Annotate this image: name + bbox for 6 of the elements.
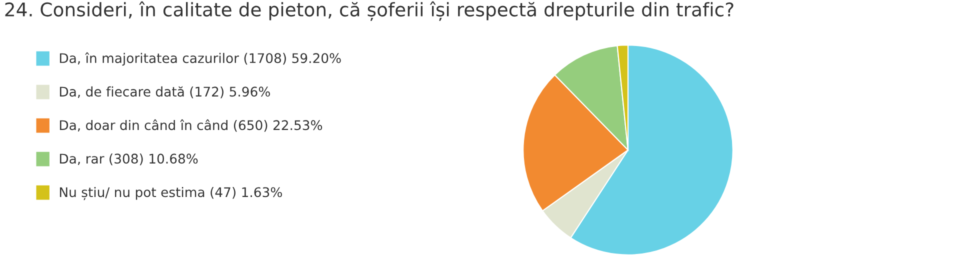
legend-label: Da, rar (308) 10.68% xyxy=(60,153,198,166)
legend-label: Da, doar din când în când (650) 22.53% xyxy=(60,119,322,132)
legend-label: Nu știu/ nu pot estima (47) 1.63% xyxy=(60,186,282,200)
chart-title: 24. Consideri, în calitate de pieton, că șoferii își respectă drepturile din trafic? xyxy=(5,1,734,21)
legend-label: Da, de fiecare dată (172) 5.96% xyxy=(60,86,270,98)
legend-label: Da, în majoritatea cazurilor (1708) 59.20% xyxy=(60,52,341,66)
